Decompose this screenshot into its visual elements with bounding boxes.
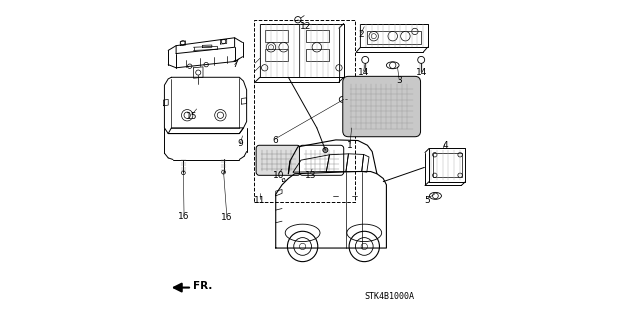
Text: 5: 5 [424,196,429,205]
Text: 9: 9 [237,139,243,148]
Bar [367,32,421,44]
Text: 14: 14 [358,68,369,77]
Bar [265,30,289,42]
FancyBboxPatch shape [343,76,420,137]
Text: 10: 10 [273,171,285,180]
FancyBboxPatch shape [256,145,300,175]
Text: 13: 13 [305,171,316,180]
Text: 12: 12 [300,22,312,31]
Text: 4: 4 [442,141,448,150]
Bar [433,153,461,177]
Bar [265,49,289,62]
Bar [306,30,330,42]
Text: 15: 15 [186,112,198,121]
Text: 14: 14 [415,68,427,77]
Text: 2: 2 [358,30,364,39]
Text: 6: 6 [272,136,278,145]
Text: 11: 11 [254,196,266,205]
Text: 3: 3 [396,76,402,85]
Bar [253,20,355,202]
Text: FR.: FR. [193,281,212,291]
Text: 1: 1 [347,141,353,150]
Text: STK4B1000A: STK4B1000A [365,292,415,300]
Text: 7: 7 [232,60,237,69]
Text: 16: 16 [179,212,190,221]
Text: 16: 16 [221,212,232,222]
Bar [306,49,330,62]
FancyBboxPatch shape [300,145,344,175]
Circle shape [323,147,328,152]
